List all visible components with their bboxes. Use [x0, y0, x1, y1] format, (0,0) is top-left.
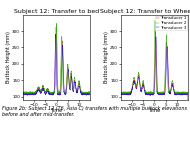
Transducer 1: [173, 90, 175, 91]
Transducer 3: [155, 36, 157, 38]
Transducer 2: [123, 91, 125, 93]
Transducer 3: [150, 93, 153, 95]
Title: Subject 12: Transfer to bed: Subject 12: Transfer to bed: [14, 9, 99, 14]
Transducer 3: [173, 90, 175, 92]
Transducer 3: [187, 105, 189, 107]
Transducer 2: [154, 20, 156, 21]
X-axis label: Time: Time: [148, 108, 160, 113]
Transducer 3: [152, 93, 155, 95]
Legend: Transducer 1, Transducer 2, Transducer 3: Transducer 1, Transducer 2, Transducer 3: [155, 16, 187, 30]
Transducer 1: [187, 105, 189, 106]
Transducer 2: [173, 87, 175, 89]
Line: Transducer 2: Transducer 2: [121, 20, 188, 105]
Transducer 3: [120, 105, 122, 107]
Line: Transducer 1: Transducer 1: [121, 31, 188, 106]
Transducer 1: [123, 93, 125, 94]
Transducer 1: [120, 105, 122, 107]
Transducer 1: [185, 92, 187, 94]
Transducer 2: [120, 104, 122, 106]
Transducer 2: [185, 91, 187, 93]
Transducer 2: [152, 90, 155, 92]
Transducer 2: [150, 91, 153, 93]
Transducer 2: [185, 91, 187, 93]
Text: Figure 2b: Subject 12 (T6, Asia C) transfers with multiple buttock elevations be: Figure 2b: Subject 12 (T6, Asia C) trans…: [2, 106, 187, 117]
Transducer 1: [152, 92, 155, 94]
Line: Transducer 3: Transducer 3: [121, 37, 188, 106]
Transducer 3: [185, 93, 187, 95]
X-axis label: Time: Time: [51, 108, 63, 113]
Transducer 3: [123, 93, 125, 95]
Transducer 2: [187, 104, 189, 106]
Y-axis label: Buttock Height (mm): Buttock Height (mm): [104, 31, 109, 83]
Transducer 1: [185, 93, 187, 94]
Transducer 3: [185, 94, 187, 95]
Transducer 1: [154, 31, 157, 32]
Title: Subject 12: Transfer to Wheelchair: Subject 12: Transfer to Wheelchair: [100, 9, 190, 14]
Transducer 1: [150, 93, 153, 94]
Y-axis label: Buttock Height (mm): Buttock Height (mm): [6, 31, 11, 83]
